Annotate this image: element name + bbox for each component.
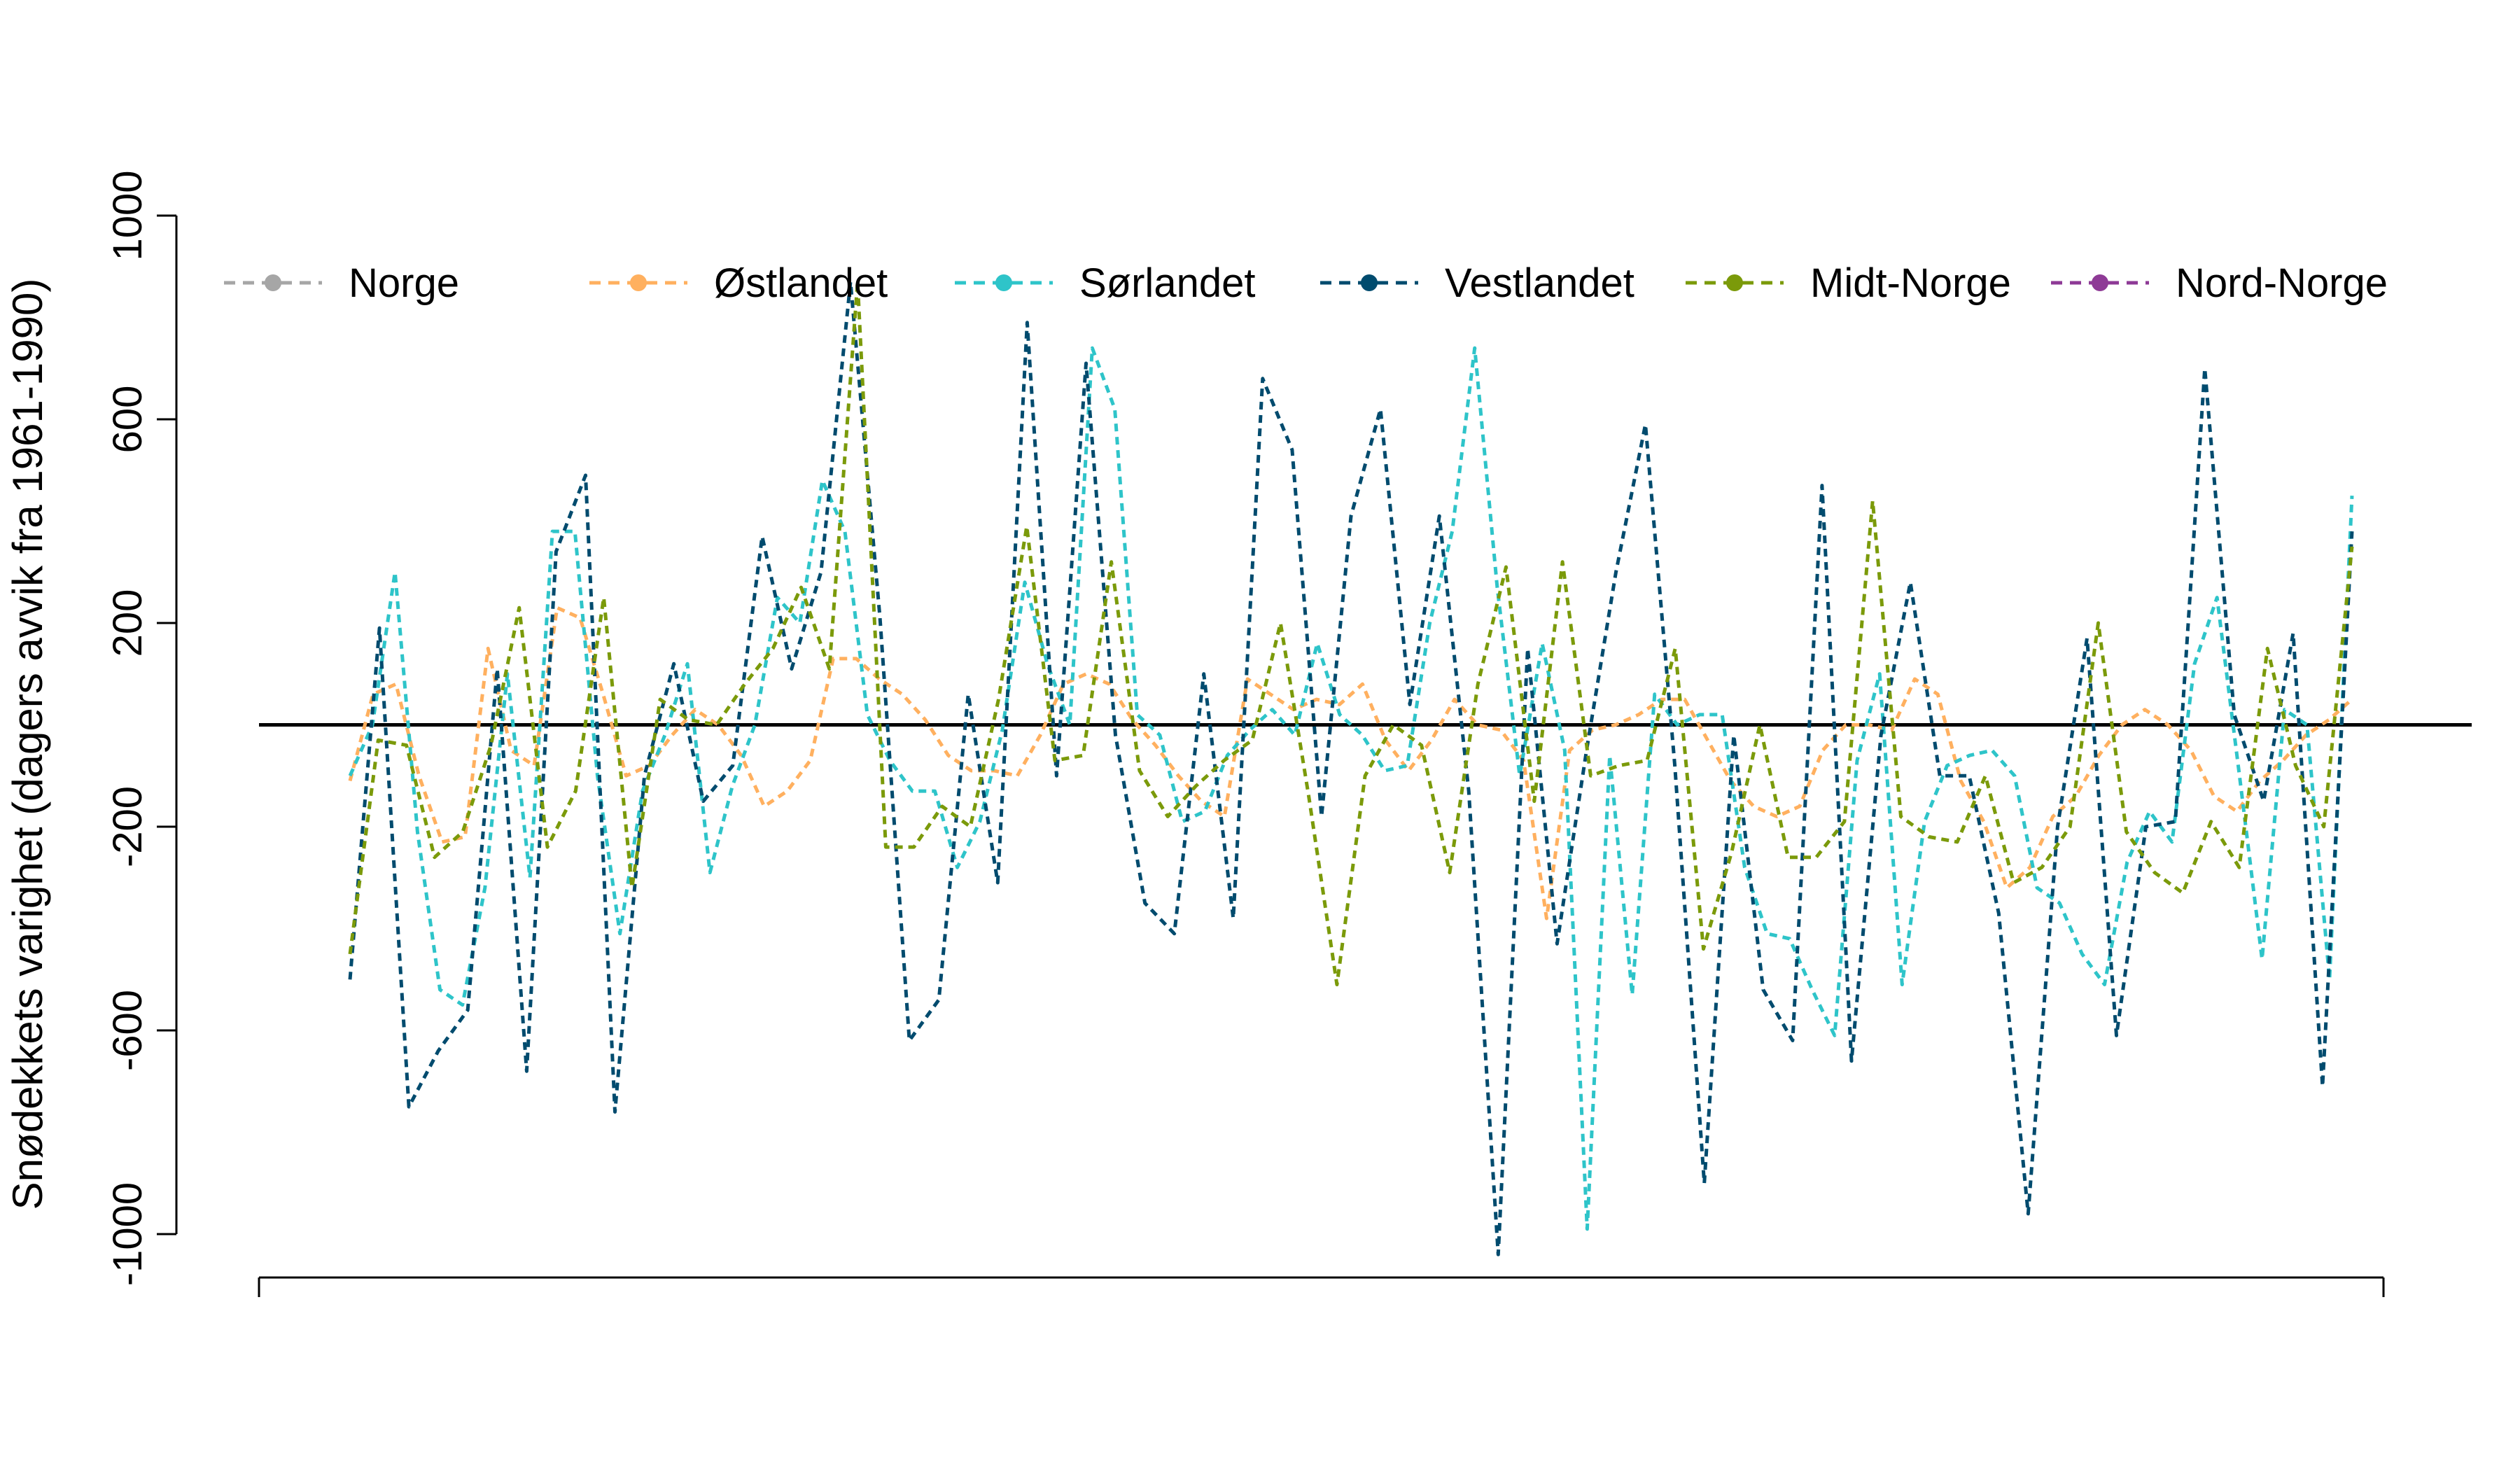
y-tick-label: 1000 [105, 170, 150, 260]
y-tick-label: -200 [105, 786, 150, 867]
legend-swatch-marker [995, 274, 1012, 291]
legend-swatch-marker [1726, 274, 1743, 291]
legend-label: Sørlandet [1079, 260, 1255, 306]
legend-label: Vestlandet [1445, 260, 1634, 306]
y-tick-label: -600 [105, 990, 150, 1071]
series-line-sorlandet [348, 346, 2354, 1231]
legend: Norge Østlandet Sørlandet Vestlandet Midt-No… [224, 260, 2388, 306]
series-line-ostlandet [348, 606, 2353, 920]
y-axis: -1000 -600 -200 200 600 1000 [105, 170, 178, 1286]
y-tick-label: 200 [105, 589, 150, 657]
legend-swatch-marker [1361, 274, 1378, 291]
legend-item-vestlandet: Vestlandet [1320, 260, 1634, 306]
legend-item-midt-norge: Midt-Norge [1686, 260, 2011, 306]
legend-item-sorlandet: Sørlandet [955, 260, 1255, 306]
legend-label: Østlandet [714, 260, 888, 306]
series-line-midt-norge [348, 280, 2354, 986]
legend-item-norge: Norge [224, 260, 459, 306]
y-tick-label: -1000 [105, 1182, 150, 1286]
legend-swatch-marker [2092, 274, 2108, 291]
legend-item-ostlandet: Østlandet [589, 260, 888, 306]
legend-swatch-marker [630, 274, 647, 291]
legend-item-nord-norge: Nord-Norge [2051, 260, 2388, 306]
y-axis-title: Snødekkets varighet (dagers avvik fra 19… [4, 279, 51, 1210]
y-tick-label: 600 [105, 386, 150, 454]
x-axis [258, 1276, 2385, 1297]
legend-label: Nord-Norge [2176, 260, 2388, 306]
legend-swatch-marker [265, 274, 281, 291]
legend-label: Norge [349, 260, 459, 306]
series-line-vestlandet [348, 280, 2354, 1256]
legend-label: Midt-Norge [1810, 260, 2011, 306]
series-layer [348, 280, 2354, 1256]
